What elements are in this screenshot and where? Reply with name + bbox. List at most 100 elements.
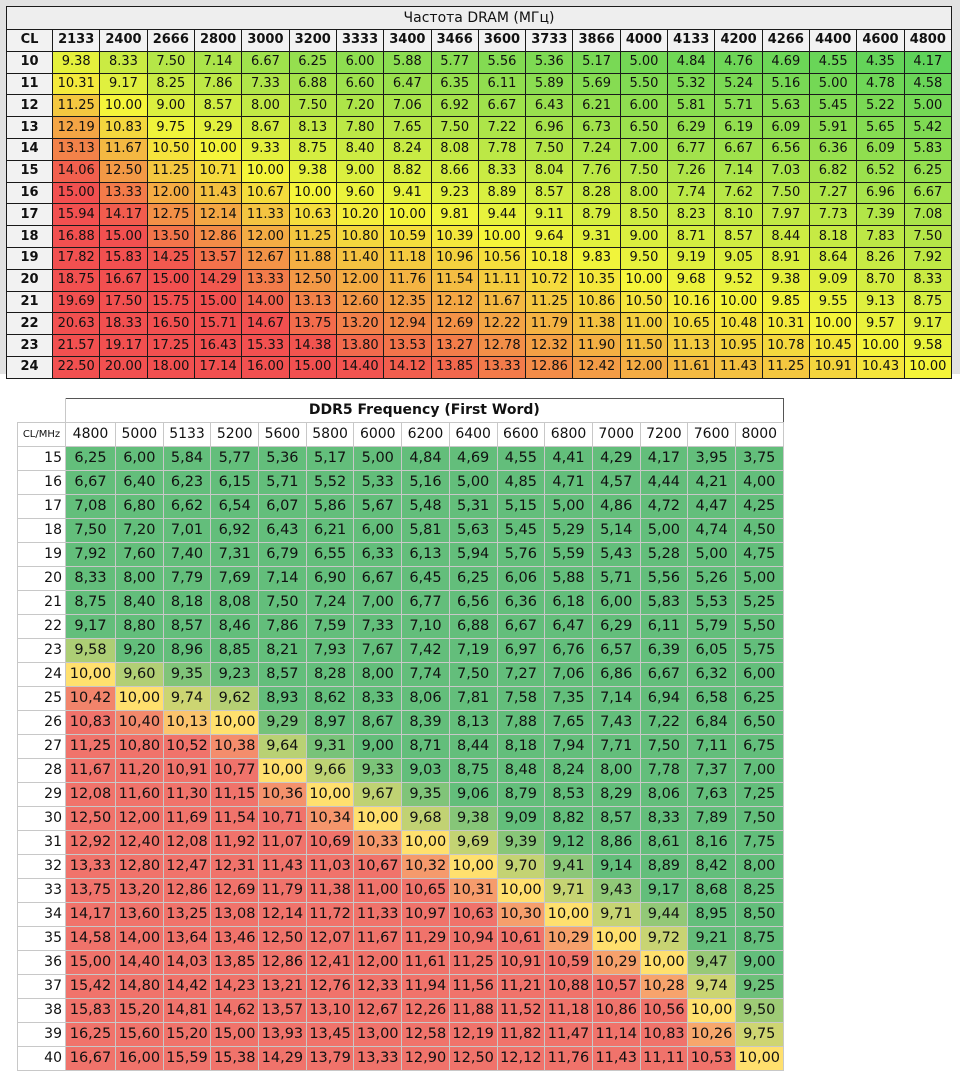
table1-row-header: 13: [5, 116, 54, 139]
table2-cell: 4,74: [687, 518, 736, 543]
table2-cell: 13,33: [65, 854, 116, 879]
table1-cell: 14.17: [99, 203, 148, 227]
table1-cell: 12.22: [477, 312, 527, 336]
table1-cell: 9.58: [903, 334, 953, 357]
table2-cell: 6,79: [258, 542, 307, 567]
table1-cell: 9.33: [241, 137, 290, 161]
table2-cell: 12,12: [496, 1046, 546, 1071]
table1-cell: 11.90: [572, 334, 621, 357]
table2-cell: 5,17: [305, 446, 355, 471]
table1-cell: 13.33: [477, 355, 527, 379]
table1-cell: 10.78: [761, 334, 811, 357]
table1-cell: 10.50: [146, 137, 195, 161]
table1-cell: 6.96: [525, 116, 574, 139]
table2-blank-corner: [17, 398, 66, 423]
table1-cell: 12.12: [430, 290, 479, 314]
table2-cell: 5,45: [496, 518, 546, 543]
table2-cell: 13,10: [305, 998, 355, 1023]
table2-cell: 8,08: [210, 590, 260, 615]
table2-cell: 4,72: [639, 494, 689, 519]
table2-cell: 8,89: [639, 854, 689, 879]
table1-cell: 13.13: [52, 137, 101, 161]
table2-cell: 7,81: [448, 686, 498, 711]
table1-cell: 10.00: [99, 94, 148, 118]
table1-cell: 5.89: [525, 72, 574, 96]
table2-row: 16 6,67 6,40 6,23 6,15 5,71 5,52 5,33 5,16 5,00 4,…: [17, 470, 784, 495]
table2-cell: 8,68: [687, 878, 736, 903]
table2-cell: 7,27: [496, 662, 546, 687]
table2-cell: 3,75: [734, 446, 784, 471]
table2-cell: 14,40: [115, 950, 164, 975]
table1-column-header: 3000: [241, 29, 290, 52]
table2-cell: 9,72: [639, 926, 689, 951]
table1-cell: 5.71: [714, 94, 763, 118]
table1-cell: 7.78: [477, 137, 527, 161]
table2-cell: 7,01: [162, 518, 212, 543]
table1-cell: 7.50: [619, 159, 669, 183]
table1-cell: 11.43: [193, 181, 243, 205]
table1-cell: 22.50: [52, 355, 101, 379]
table1-cell: 15.00: [146, 268, 195, 292]
table2-cell: 7,50: [734, 806, 784, 831]
table1-cell: 5.42: [903, 116, 953, 139]
table1-cell: 9.23: [430, 181, 479, 205]
table2-cell: 11,67: [353, 926, 403, 951]
table2-cell: 10,67: [353, 854, 403, 879]
table1-cell: 11.25: [761, 355, 811, 379]
table2-row-header: 33: [17, 878, 66, 903]
table1-cell: 5.24: [714, 72, 763, 96]
table2-cell: 4,50: [734, 518, 784, 543]
table2-cell: 6,58: [687, 686, 736, 711]
table2-cell: 16,00: [115, 1046, 164, 1071]
table1-cell: 7.33: [241, 72, 290, 96]
table2-cell: 8,00: [591, 758, 641, 783]
table2-cell: 8,85: [210, 638, 260, 663]
table2-cell: 12,41: [305, 950, 355, 975]
table1-cell: 10.39: [430, 225, 479, 248]
table1-row: 21 19.69 17.50 15.75 15.00 14.00 13.13 12.60 12.…: [5, 290, 953, 314]
table2-cell: 7,79: [162, 566, 212, 591]
table2-column-header: 5800: [305, 422, 355, 447]
table1-cell: 9.31: [572, 225, 621, 248]
table2-cell: 5,88: [544, 566, 593, 591]
table2-cell: 8,42: [687, 854, 736, 879]
table2-cell: 8,21: [258, 638, 307, 663]
table1-cell: 10.00: [809, 312, 858, 336]
table2-cell: 6,75: [734, 734, 784, 759]
table2-cell: 12,07: [305, 926, 355, 951]
table1-cell: 6.67: [903, 181, 953, 205]
table2-cell: 6,18: [544, 590, 593, 615]
table2-cell: 12,90: [401, 1046, 450, 1071]
table2-cell: 8,75: [734, 926, 784, 951]
table2-cell: 11,67: [65, 758, 116, 783]
table2-cell: 7,10: [401, 614, 450, 639]
table2-cell: 9,09: [496, 806, 546, 831]
table1-cell: 10.00: [477, 225, 527, 248]
table1-cell: 9.52: [714, 268, 763, 292]
table1-cell: 12.86: [525, 355, 574, 379]
table2-row: 35 14,58 14,00 13,64 13,46 12,50 12,07 11,67 11,…: [17, 926, 784, 951]
table1-cell: 9.64: [525, 225, 574, 248]
table2-row: 36 15,00 14,40 14,03 13,85 12,86 12,41 12,00 11,…: [17, 950, 784, 975]
table1-column-header: 2400: [99, 29, 148, 52]
table1-cell: 15.94: [52, 203, 101, 227]
table2-cell: 7,78: [639, 758, 689, 783]
table1-column-header: 3333: [335, 29, 385, 52]
table2-cell: 7,75: [734, 830, 784, 855]
table1-cell: 7.06: [383, 94, 432, 118]
table2-cell: 9,00: [353, 734, 403, 759]
table1-cell: 7.50: [903, 225, 953, 248]
table2-cell: 7,65: [544, 710, 593, 735]
table1-cell: 4.69: [761, 50, 811, 74]
table1-cell: 13.33: [99, 181, 148, 205]
table1-cell: 5.56: [477, 50, 527, 74]
table2-cell: 11,52: [496, 998, 546, 1023]
table2-cell: 9,71: [544, 878, 593, 903]
table2-row: 27 11,25 10,80 10,52 10,38 9,64 9,31 9,00 8,71 8,…: [17, 734, 784, 759]
table2-cell: 11,29: [401, 926, 450, 951]
table2-row-header: 32: [17, 854, 66, 879]
table2-cell: 12,76: [305, 974, 355, 999]
table2-cell: 5,71: [591, 566, 641, 591]
table1-cell: 9.29: [193, 116, 243, 139]
table2-cell: 7,43: [591, 710, 641, 735]
